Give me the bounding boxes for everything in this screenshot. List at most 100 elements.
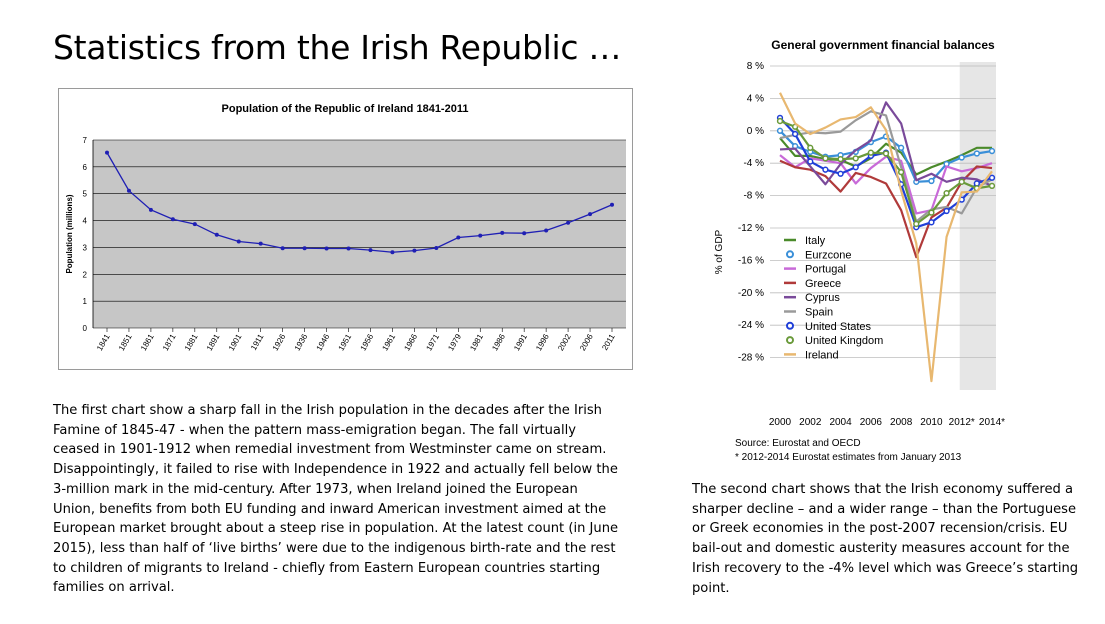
legend-label: Italy bbox=[805, 235, 826, 247]
data-point bbox=[988, 147, 996, 155]
balances-chart: 8 % 4 % 0 % -4 % -8 % -12 % -16 % -20 % -24 % -28… bbox=[714, 38, 1005, 463]
y-tick-label: -12 % bbox=[738, 223, 764, 234]
paragraph-line: to children of migrants to Ireland - chi… bbox=[53, 560, 601, 576]
data-point bbox=[105, 150, 109, 155]
x-tick-label: 2002 bbox=[799, 417, 822, 428]
legend-label: Spain bbox=[805, 307, 833, 319]
data-point bbox=[192, 222, 197, 227]
data-point bbox=[412, 248, 417, 253]
paragraph-line: point. bbox=[692, 580, 730, 596]
y-tick-label: -16 % bbox=[738, 255, 764, 266]
paragraph-line: European market brought about a steep ri… bbox=[53, 521, 619, 537]
data-point bbox=[807, 144, 814, 151]
x-tick-label: 2008 bbox=[890, 417, 913, 428]
y-tick-label: 0 % bbox=[747, 126, 764, 137]
data-point bbox=[456, 235, 461, 240]
data-point bbox=[390, 250, 395, 255]
legend-item-ireland: Ireland bbox=[784, 349, 839, 361]
plot-area bbox=[93, 140, 626, 328]
gridlines bbox=[770, 65, 996, 359]
data-point bbox=[958, 154, 965, 161]
legend: Italy Eurzcone Portugal Greece Cyprus Spain Un… bbox=[784, 235, 883, 361]
paragraph-line: ceased in 1901-1912 when remedial invest… bbox=[53, 442, 607, 458]
legend-label: Portugal bbox=[805, 264, 846, 276]
series-line-cyprus bbox=[779, 101, 993, 187]
y-tick-label: 6 bbox=[83, 163, 88, 172]
series-ireland bbox=[779, 92, 993, 383]
y-axis-label: % of GDP bbox=[714, 229, 725, 274]
paragraph-line: or Greek economies in the post-2007 rece… bbox=[692, 521, 1068, 537]
data-point bbox=[973, 180, 981, 187]
y-tick-label: 4 % bbox=[747, 93, 764, 104]
data-point bbox=[943, 190, 950, 197]
series-line-portugal bbox=[779, 154, 993, 215]
series-cyprus bbox=[779, 101, 993, 187]
paragraph-line: bail-out and domestic austerity measures… bbox=[692, 541, 1070, 557]
estimate-note: * 2012-2014 Eurostat estimates from Janu… bbox=[735, 452, 962, 463]
y-tick-label: -28 % bbox=[738, 353, 764, 364]
source-note: Source: Eurostat and OECD bbox=[735, 438, 861, 449]
legend-item-spain: Spain bbox=[784, 307, 833, 319]
data-point bbox=[280, 246, 285, 251]
series-portugal bbox=[779, 154, 993, 215]
y-tick-labels: 8 % 4 % 0 % -4 % -8 % -12 % -16 % -20 % -24 % -28… bbox=[738, 61, 764, 364]
data-point bbox=[837, 170, 844, 177]
data-point bbox=[913, 220, 920, 228]
paragraph-line: Irish recovery to the -4% level which wa… bbox=[692, 560, 1079, 576]
data-point bbox=[822, 155, 829, 162]
paragraph-line: The first chart show a sharp fall in the… bbox=[53, 403, 602, 418]
x-tick-label: 2006 bbox=[860, 417, 883, 428]
data-point bbox=[544, 228, 549, 233]
y-tick-label: 7 bbox=[83, 136, 88, 145]
chart-title: Population of the Republic of Ireland 18… bbox=[222, 103, 469, 115]
data-point bbox=[822, 166, 829, 173]
data-point bbox=[500, 230, 505, 235]
data-point bbox=[852, 155, 859, 162]
chart-title: General government financial balances bbox=[771, 38, 995, 52]
legend-item-italy: Italy bbox=[784, 235, 826, 247]
y-tick-label: 1 bbox=[83, 297, 88, 306]
data-point bbox=[478, 233, 483, 238]
data-point bbox=[791, 130, 799, 138]
x-tick-label: 2012* bbox=[949, 417, 975, 428]
y-tick-labels: 0 1 2 3 4 5 6 7 bbox=[83, 136, 88, 333]
data-point bbox=[588, 212, 593, 217]
data-point bbox=[346, 246, 351, 251]
slide-title: Statistics from the Irish Republic … bbox=[53, 28, 622, 67]
x-tick-label: 2010 bbox=[920, 417, 943, 428]
paragraph-line: 2015), less than half of ‘live births’ w… bbox=[53, 540, 616, 556]
series-line-italy bbox=[779, 137, 992, 176]
data-point bbox=[867, 149, 875, 156]
y-tick-label: -24 % bbox=[738, 320, 764, 331]
paragraph-line: families on arrival. bbox=[53, 580, 175, 596]
legend-label: United States bbox=[805, 321, 872, 333]
series-united-kingdom bbox=[776, 117, 996, 228]
y-axis-label: Population (millions) bbox=[65, 194, 74, 273]
paragraph-line: Famine of 1845-47 - when the pattern mas… bbox=[53, 422, 576, 438]
legend-item-cyprus: Cyprus bbox=[784, 292, 840, 304]
data-point bbox=[776, 127, 784, 134]
data-point bbox=[988, 174, 996, 181]
paragraph-line: Union, benefits from both EU funding and… bbox=[53, 501, 607, 517]
data-point bbox=[928, 219, 935, 226]
x-tick-label: 2014* bbox=[979, 417, 1005, 428]
y-tick-label: 2 bbox=[83, 270, 88, 279]
data-point bbox=[522, 231, 527, 236]
paragraph-line: sharper decline – and a wider range – th… bbox=[692, 501, 1077, 517]
data-points bbox=[105, 150, 614, 255]
data-point bbox=[302, 246, 307, 251]
data-point bbox=[566, 220, 571, 225]
legend-item-greece: Greece bbox=[784, 278, 841, 290]
data-point bbox=[897, 144, 905, 151]
data-point bbox=[988, 182, 996, 190]
data-point bbox=[126, 188, 131, 193]
data-point bbox=[610, 202, 614, 207]
data-point bbox=[214, 232, 219, 237]
y-tick-label: -8 % bbox=[743, 191, 764, 202]
y-tick-label: -4 % bbox=[743, 158, 764, 169]
legend-item-portugal: Portugal bbox=[784, 264, 846, 276]
legend-marker bbox=[786, 250, 794, 259]
series-line-population bbox=[106, 152, 613, 253]
y-tick-label: 5 bbox=[83, 190, 88, 199]
